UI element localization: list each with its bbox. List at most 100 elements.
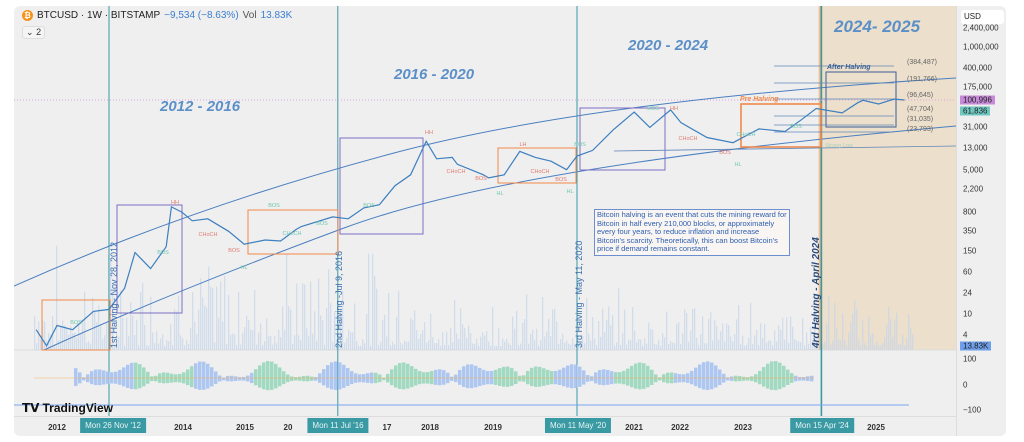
volume-bar bbox=[236, 345, 238, 350]
oscillator-bar bbox=[586, 375, 590, 382]
volume-bar bbox=[590, 340, 592, 350]
oscillator-bar bbox=[458, 369, 462, 385]
volume-bar bbox=[320, 315, 322, 350]
oscillator-bar bbox=[770, 361, 774, 390]
volume-bar bbox=[872, 333, 874, 350]
volume-bar bbox=[82, 319, 84, 350]
volume-bar bbox=[660, 345, 662, 350]
volume-bar bbox=[342, 290, 344, 350]
oscillator-bar bbox=[762, 367, 766, 387]
volume-bar bbox=[762, 338, 764, 350]
oscillator-bar bbox=[510, 368, 514, 386]
chart-canvas[interactable] bbox=[14, 6, 956, 416]
volume-bar bbox=[610, 325, 612, 350]
structure-annotation: BOS bbox=[790, 124, 802, 130]
oscillator-bar bbox=[498, 368, 502, 386]
tradingview-logo[interactable]: 𝗧𝗩 TradingView bbox=[22, 401, 113, 415]
oscillator-bar bbox=[402, 362, 406, 390]
volume-bar bbox=[862, 320, 864, 350]
oscillator-bar bbox=[738, 376, 742, 382]
oscillator-bar bbox=[294, 377, 298, 381]
volume-bar bbox=[78, 322, 80, 350]
volume-bar bbox=[902, 334, 904, 350]
volume-bar bbox=[664, 337, 666, 350]
oscillator-bar bbox=[98, 369, 102, 386]
oscillator-bar bbox=[194, 363, 198, 389]
oscillator-bar bbox=[514, 371, 518, 385]
volume-bar bbox=[486, 330, 488, 350]
volume-bar bbox=[36, 342, 38, 350]
volume-bar bbox=[472, 343, 474, 350]
post-halving-zone bbox=[818, 6, 956, 350]
volume-bar bbox=[798, 341, 800, 350]
oscillator-bar bbox=[806, 376, 810, 382]
volume-bar bbox=[638, 338, 640, 350]
chart-frame[interactable]: ₿ BTCUSD · 1W · BITSTAMP −9,534 (−8.63%)… bbox=[14, 6, 1006, 436]
volume-bar bbox=[586, 297, 588, 350]
volume-bar bbox=[252, 330, 254, 350]
volume-bar bbox=[228, 295, 230, 350]
oscillator-bar bbox=[186, 369, 190, 386]
volume-bar bbox=[426, 342, 428, 350]
volume-bar bbox=[198, 309, 200, 350]
structure-annotation: BOS bbox=[157, 250, 169, 256]
price-tick: 800 bbox=[963, 207, 977, 217]
oscillator-bar bbox=[314, 377, 318, 381]
volume-bar bbox=[618, 288, 620, 350]
oscillator-bar bbox=[490, 370, 494, 385]
volume-bar bbox=[284, 330, 286, 350]
volume-bar bbox=[656, 344, 658, 350]
volume-bar bbox=[718, 339, 720, 350]
volume-bar bbox=[440, 345, 442, 350]
oscillator-bar bbox=[326, 365, 330, 388]
volume-bar bbox=[430, 313, 432, 350]
volume-bar bbox=[180, 335, 182, 350]
volume-bar bbox=[628, 339, 630, 350]
volume-bar bbox=[330, 303, 332, 350]
halving-note[interactable]: Bitcoin halving is an event that cuts th… bbox=[594, 209, 790, 256]
time-axis[interactable]: 2012 2014 2015 20 17 2018 2019 2021 2022 2023 2025… bbox=[14, 416, 956, 436]
volume-bar bbox=[204, 305, 206, 350]
price-axis[interactable]: USD 2,400,000 1,000,000 400,000 175,000 31,0… bbox=[956, 6, 1006, 436]
oscillator-bar bbox=[710, 362, 714, 390]
oscillator-bar bbox=[142, 367, 146, 387]
currency-button[interactable]: USD bbox=[961, 10, 1004, 24]
indicators-toggle[interactable]: ⌄ 2 bbox=[22, 26, 46, 39]
era-label: 2012 - 2016 bbox=[160, 98, 241, 115]
volume-bar bbox=[68, 334, 70, 350]
volume-bar bbox=[392, 341, 394, 350]
symbol-title[interactable]: BTCUSD · 1W · BITSTAMP bbox=[37, 10, 161, 21]
volume-bar bbox=[734, 333, 736, 350]
oscillator-bar bbox=[698, 364, 702, 389]
volume-bar bbox=[160, 338, 162, 350]
oscillator-bar bbox=[658, 377, 662, 381]
volume-bar bbox=[570, 344, 572, 350]
oscillator-bar bbox=[778, 362, 782, 390]
volume-bar bbox=[418, 338, 420, 350]
volume-bar bbox=[650, 328, 652, 350]
time-tick: 2014 bbox=[174, 423, 192, 432]
volume-bar bbox=[788, 342, 790, 350]
oscillator-bar bbox=[190, 366, 194, 388]
oscillator-bar bbox=[302, 375, 306, 382]
structure-annotation: CHoCH bbox=[198, 232, 218, 238]
volume-bar bbox=[662, 333, 664, 350]
oscillator-bar bbox=[570, 364, 574, 389]
volume-bar bbox=[496, 345, 498, 350]
volume-bar bbox=[478, 345, 480, 350]
volume-bar bbox=[690, 330, 692, 350]
volume-bar bbox=[498, 328, 500, 350]
volume-bar bbox=[222, 321, 224, 350]
tradingview-mark-icon: 𝗧𝗩 bbox=[22, 401, 40, 415]
halving-date-badge: Mon 15 Apr '24 bbox=[790, 418, 854, 433]
volume-bar bbox=[536, 328, 538, 350]
time-tick: 2018 bbox=[421, 423, 439, 432]
oscillator-bar bbox=[150, 376, 154, 381]
oscillator-bar bbox=[434, 369, 438, 385]
volume-bar bbox=[146, 345, 148, 350]
volume-bar bbox=[714, 320, 716, 350]
volume-bar bbox=[494, 345, 496, 350]
oscillator-bar bbox=[414, 368, 418, 386]
volume-bar bbox=[896, 312, 898, 350]
volume-bar bbox=[54, 345, 56, 350]
